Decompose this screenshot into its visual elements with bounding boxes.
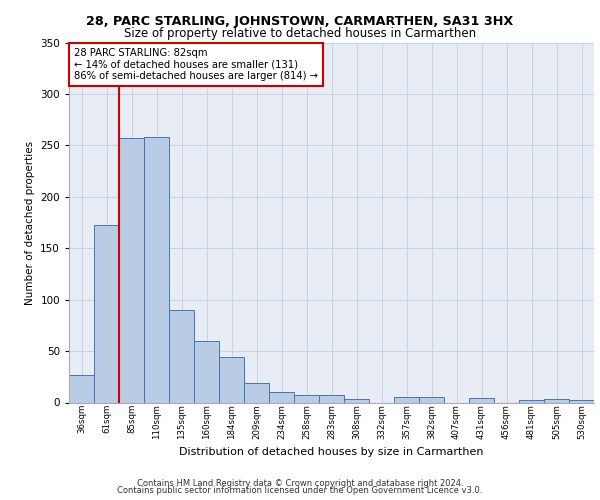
Bar bbox=[544, 400, 569, 402]
Bar bbox=[144, 137, 169, 402]
Bar bbox=[219, 357, 244, 403]
Bar bbox=[194, 341, 219, 402]
Text: Contains HM Land Registry data © Crown copyright and database right 2024.: Contains HM Land Registry data © Crown c… bbox=[137, 478, 463, 488]
Bar bbox=[294, 396, 319, 402]
Y-axis label: Number of detached properties: Number of detached properties bbox=[25, 140, 35, 304]
Bar bbox=[569, 400, 594, 402]
Bar bbox=[394, 398, 419, 402]
X-axis label: Distribution of detached houses by size in Carmarthen: Distribution of detached houses by size … bbox=[179, 447, 484, 457]
Text: 28, PARC STARLING, JOHNSTOWN, CARMARTHEN, SA31 3HX: 28, PARC STARLING, JOHNSTOWN, CARMARTHEN… bbox=[86, 15, 514, 28]
Bar bbox=[169, 310, 194, 402]
Text: Contains public sector information licensed under the Open Government Licence v3: Contains public sector information licen… bbox=[118, 486, 482, 495]
Text: Size of property relative to detached houses in Carmarthen: Size of property relative to detached ho… bbox=[124, 28, 476, 40]
Bar bbox=[419, 398, 444, 402]
Bar bbox=[94, 224, 119, 402]
Bar bbox=[319, 396, 344, 402]
Bar bbox=[269, 392, 294, 402]
Bar bbox=[519, 400, 544, 402]
Text: 28 PARC STARLING: 82sqm
← 14% of detached houses are smaller (131)
86% of semi-d: 28 PARC STARLING: 82sqm ← 14% of detache… bbox=[74, 48, 318, 81]
Bar bbox=[469, 398, 494, 402]
Bar bbox=[69, 374, 94, 402]
Bar bbox=[119, 138, 144, 402]
Bar bbox=[344, 400, 369, 402]
Bar bbox=[244, 383, 269, 402]
